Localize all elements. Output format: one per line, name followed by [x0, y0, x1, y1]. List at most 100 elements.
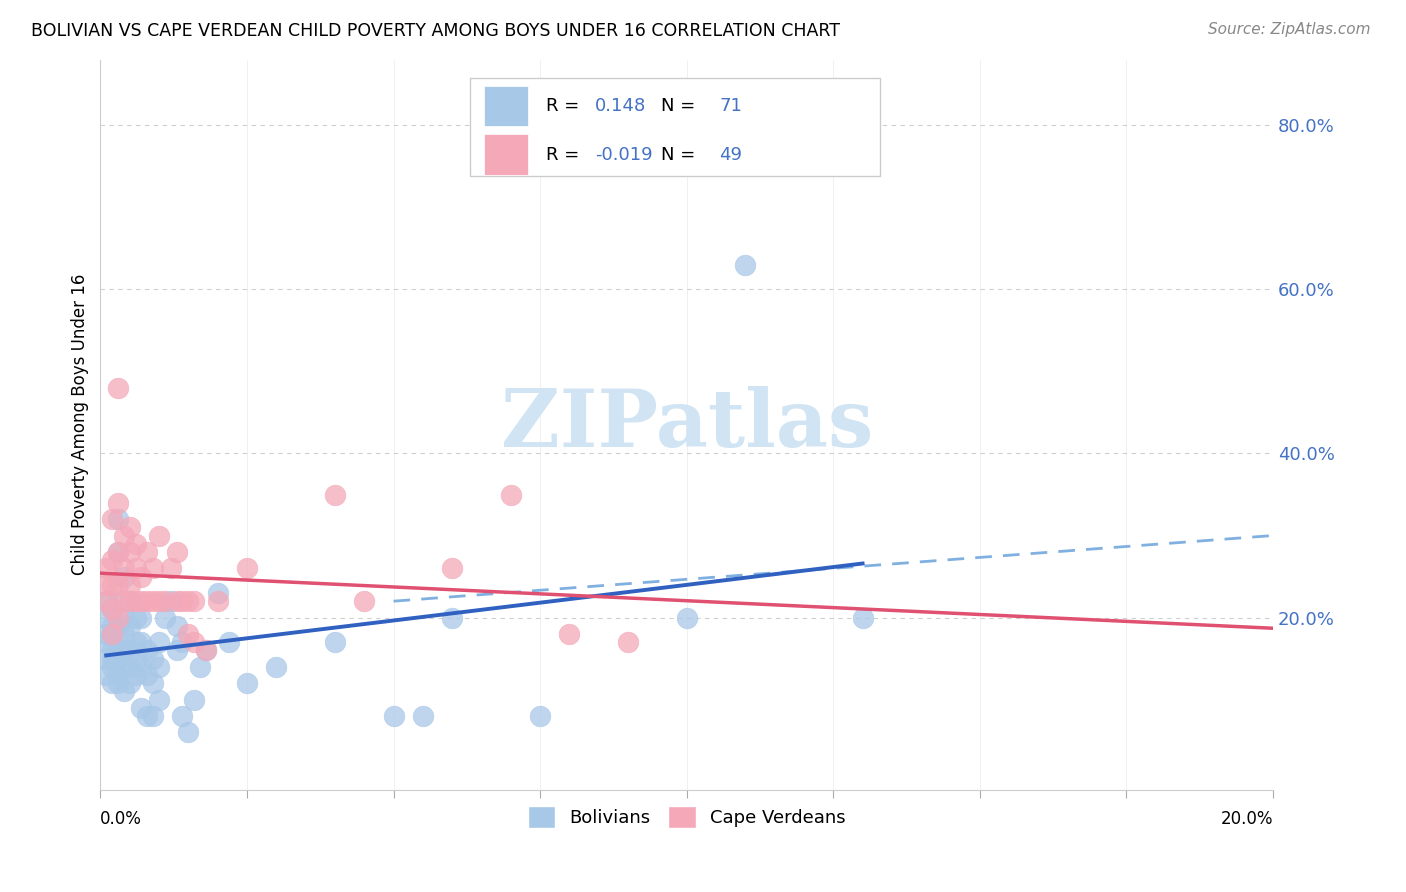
- Point: [107, 676, 129, 690]
- Point: [194, 643, 217, 657]
- Point: [264, 660, 287, 674]
- Point: [558, 627, 581, 641]
- Point: [172, 594, 194, 608]
- Point: [107, 635, 129, 649]
- Point: [207, 586, 229, 600]
- Point: [107, 651, 129, 665]
- Point: [118, 594, 141, 608]
- Point: [177, 594, 200, 608]
- Point: [101, 660, 124, 674]
- Point: [118, 676, 141, 690]
- Point: [118, 643, 141, 657]
- Point: [323, 635, 346, 649]
- Point: [124, 561, 146, 575]
- Point: [153, 594, 176, 608]
- Point: [136, 668, 159, 682]
- Point: [118, 660, 141, 674]
- Point: [124, 635, 146, 649]
- Point: [124, 668, 146, 682]
- Point: [107, 619, 129, 633]
- Point: [142, 709, 165, 723]
- FancyBboxPatch shape: [470, 78, 880, 177]
- Point: [96, 627, 118, 641]
- Point: [183, 594, 205, 608]
- Point: [124, 537, 146, 551]
- Text: N =: N =: [661, 96, 700, 114]
- Point: [107, 381, 129, 395]
- Text: 49: 49: [720, 145, 742, 163]
- Point: [177, 725, 200, 739]
- Point: [148, 635, 170, 649]
- Text: 0.0%: 0.0%: [100, 811, 142, 829]
- Point: [131, 594, 153, 608]
- Text: Source: ZipAtlas.com: Source: ZipAtlas.com: [1208, 22, 1371, 37]
- Point: [131, 660, 153, 674]
- Point: [142, 676, 165, 690]
- Point: [734, 258, 756, 272]
- Point: [194, 643, 217, 657]
- Point: [124, 610, 146, 624]
- Point: [101, 578, 124, 592]
- Point: [183, 635, 205, 649]
- Point: [101, 651, 124, 665]
- Point: [142, 561, 165, 575]
- Point: [101, 676, 124, 690]
- FancyBboxPatch shape: [484, 86, 529, 126]
- Point: [166, 545, 188, 559]
- Point: [131, 635, 153, 649]
- Point: [353, 594, 375, 608]
- Point: [124, 594, 146, 608]
- Point: [96, 594, 118, 608]
- Y-axis label: Child Poverty Among Boys Under 16: Child Poverty Among Boys Under 16: [72, 274, 89, 575]
- Point: [148, 594, 170, 608]
- Point: [101, 627, 124, 641]
- Point: [112, 660, 135, 674]
- Point: [131, 569, 153, 583]
- Legend: Bolivians, Cape Verdeans: Bolivians, Cape Verdeans: [520, 799, 853, 836]
- Point: [96, 668, 118, 682]
- Text: R =: R =: [546, 145, 585, 163]
- Point: [101, 602, 124, 616]
- Point: [131, 701, 153, 715]
- Point: [183, 692, 205, 706]
- Point: [499, 487, 522, 501]
- Point: [118, 619, 141, 633]
- Text: 20.0%: 20.0%: [1220, 811, 1272, 829]
- Point: [323, 487, 346, 501]
- Point: [172, 635, 194, 649]
- Point: [96, 561, 118, 575]
- Point: [529, 709, 551, 723]
- Point: [441, 561, 464, 575]
- Point: [107, 610, 129, 624]
- Point: [118, 545, 141, 559]
- Point: [107, 578, 129, 592]
- Point: [675, 610, 697, 624]
- Point: [96, 578, 118, 592]
- Point: [101, 619, 124, 633]
- Point: [96, 651, 118, 665]
- Point: [136, 594, 159, 608]
- Text: N =: N =: [661, 145, 700, 163]
- Text: R =: R =: [546, 96, 585, 114]
- Point: [112, 594, 135, 608]
- Point: [236, 561, 259, 575]
- Point: [153, 610, 176, 624]
- Point: [136, 643, 159, 657]
- Point: [101, 602, 124, 616]
- Text: BOLIVIAN VS CAPE VERDEAN CHILD POVERTY AMONG BOYS UNDER 16 CORRELATION CHART: BOLIVIAN VS CAPE VERDEAN CHILD POVERTY A…: [31, 22, 839, 40]
- Point: [101, 627, 124, 641]
- Point: [112, 627, 135, 641]
- Point: [112, 569, 135, 583]
- Point: [101, 643, 124, 657]
- Point: [101, 512, 124, 526]
- Point: [441, 610, 464, 624]
- FancyBboxPatch shape: [484, 135, 529, 175]
- Point: [177, 627, 200, 641]
- Point: [382, 709, 405, 723]
- Point: [166, 643, 188, 657]
- Point: [124, 651, 146, 665]
- Point: [118, 594, 141, 608]
- Point: [112, 610, 135, 624]
- Point: [112, 528, 135, 542]
- Point: [218, 635, 240, 649]
